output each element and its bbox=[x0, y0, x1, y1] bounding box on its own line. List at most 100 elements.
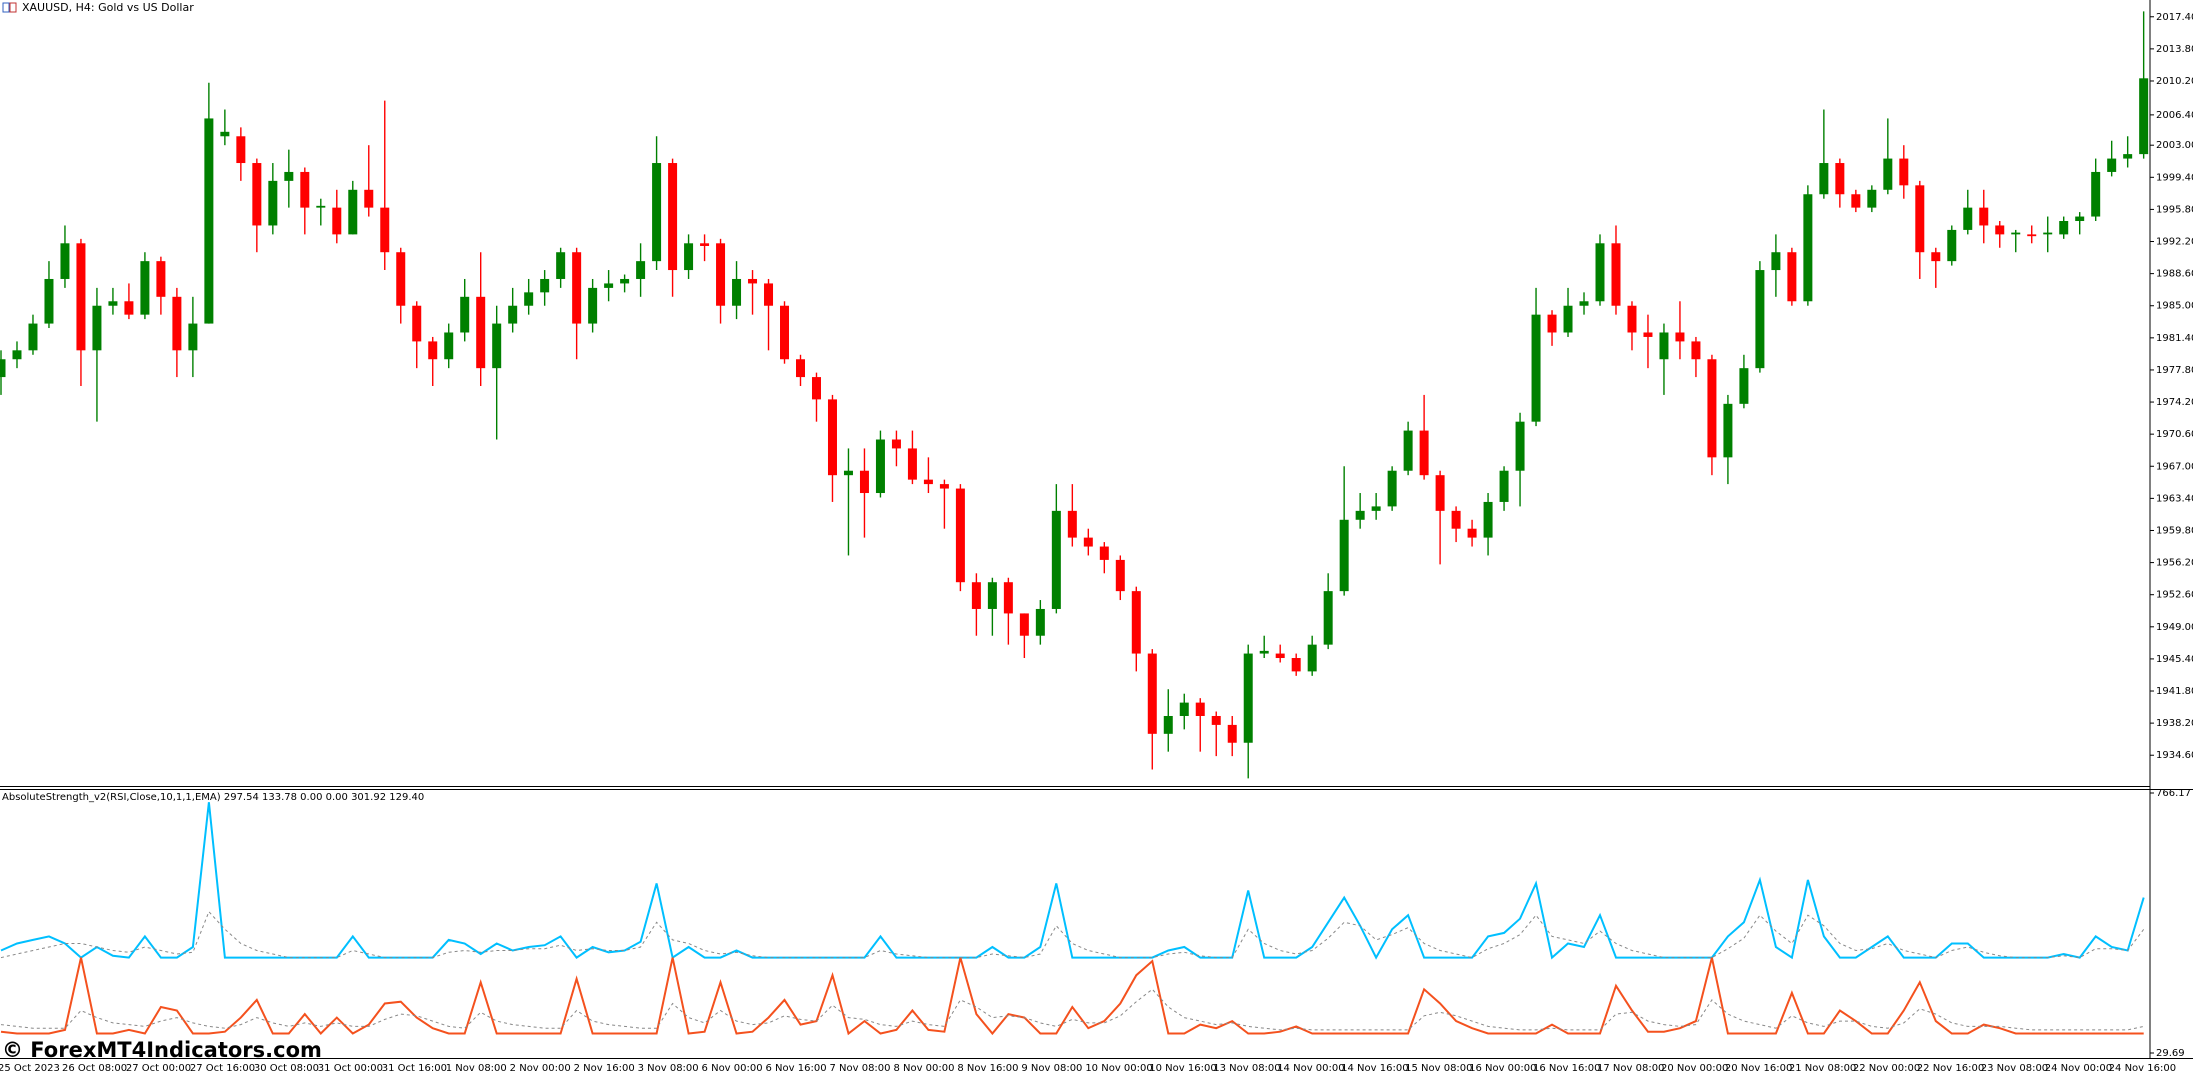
candle-body bbox=[652, 163, 662, 262]
x-tick-label: 16 Nov 00:00 bbox=[1469, 1063, 1536, 1074]
candle-body bbox=[1083, 537, 1093, 547]
candle-body bbox=[843, 470, 853, 476]
candle-body bbox=[1099, 546, 1109, 560]
candle-body bbox=[2043, 232, 2053, 235]
candle-body bbox=[1499, 470, 1509, 502]
candle-body bbox=[1531, 314, 1541, 422]
x-tick-label: 27 Oct 00:00 bbox=[126, 1063, 191, 1074]
candle-body bbox=[2075, 216, 2085, 222]
candle-body bbox=[1019, 613, 1029, 636]
x-tick-label: 16 Nov 16:00 bbox=[1533, 1063, 1600, 1074]
x-tick-label: 21 Nov 08:00 bbox=[1789, 1063, 1856, 1074]
candle-body bbox=[460, 296, 470, 333]
x-tick-label: 8 Nov 16:00 bbox=[957, 1063, 1018, 1074]
y-tick-label: 2010.20 bbox=[2156, 76, 2193, 87]
y-tick-label: 1977.80 bbox=[2156, 365, 2193, 376]
candle-body bbox=[140, 261, 150, 315]
candle-body bbox=[1579, 301, 1589, 306]
candle-body bbox=[1035, 608, 1045, 636]
candle-body bbox=[44, 278, 54, 324]
candle-body bbox=[476, 296, 486, 369]
candle-body bbox=[1771, 252, 1781, 271]
candle-body bbox=[156, 261, 166, 297]
candle-body bbox=[1419, 430, 1429, 476]
candle-body bbox=[412, 305, 422, 342]
x-tick-label: 23 Nov 08:00 bbox=[1981, 1063, 2048, 1074]
candle-body bbox=[1691, 341, 1701, 360]
signal-line bbox=[0, 988, 2144, 1031]
symbol-icon bbox=[2, 2, 17, 13]
x-tick-label: 22 Nov 16:00 bbox=[1917, 1063, 1984, 1074]
candle-body bbox=[316, 205, 326, 208]
candle-body bbox=[2059, 221, 2069, 235]
candle-body bbox=[732, 278, 742, 306]
candle-body bbox=[12, 350, 22, 360]
candle-body bbox=[508, 305, 518, 324]
y-tick-label: 1992.20 bbox=[2156, 237, 2193, 248]
candle-body bbox=[987, 582, 997, 609]
x-tick-label: 24 Nov 16:00 bbox=[2109, 1063, 2176, 1074]
candle-body bbox=[1275, 653, 1285, 659]
candle-body bbox=[380, 207, 390, 253]
x-tick-label: 22 Nov 00:00 bbox=[1853, 1063, 1920, 1074]
candle-body bbox=[764, 283, 774, 306]
candle-body bbox=[923, 479, 933, 485]
x-tick-label: 31 Oct 00:00 bbox=[318, 1063, 383, 1074]
candle-body bbox=[572, 252, 582, 324]
x-tick-label: 2 Nov 16:00 bbox=[574, 1063, 635, 1074]
y-tick-label: 2006.40 bbox=[2156, 110, 2193, 121]
y-tick-label: 1995.80 bbox=[2156, 204, 2193, 215]
y-tick-label: 766.17 bbox=[2156, 788, 2191, 799]
candle-body bbox=[875, 439, 885, 494]
candle-body bbox=[1611, 243, 1621, 306]
y-tick-label: 2013.80 bbox=[2156, 44, 2193, 55]
x-tick-label: 30 Oct 08:00 bbox=[254, 1063, 319, 1074]
candle-body bbox=[684, 243, 694, 271]
candle-body bbox=[1643, 332, 1653, 337]
x-tick-label: 27 Oct 16:00 bbox=[190, 1063, 255, 1074]
candle-body bbox=[348, 189, 358, 235]
candle-body bbox=[811, 377, 821, 400]
x-tick-label: 9 Nov 08:00 bbox=[1021, 1063, 1082, 1074]
candle-body bbox=[92, 305, 102, 351]
x-tick-label: 6 Nov 00:00 bbox=[702, 1063, 763, 1074]
y-tick-label: 1963.40 bbox=[2156, 493, 2193, 504]
candle-body bbox=[1947, 229, 1957, 262]
candle-body bbox=[188, 323, 198, 351]
candle-body bbox=[1067, 510, 1077, 538]
candle-body bbox=[1659, 332, 1669, 360]
candle-body bbox=[1355, 510, 1365, 520]
candle-body bbox=[236, 136, 246, 164]
x-tick-label: 6 Nov 16:00 bbox=[766, 1063, 827, 1074]
candle-body bbox=[2107, 158, 2117, 172]
y-tick-label: 1988.60 bbox=[2156, 269, 2193, 280]
candle-body bbox=[1483, 501, 1493, 538]
strength-line bbox=[0, 802, 2145, 960]
candle-body bbox=[891, 439, 901, 449]
candle-body bbox=[1259, 650, 1269, 654]
candle-body bbox=[364, 189, 374, 208]
candle-body bbox=[780, 305, 790, 360]
y-tick-label: 1934.60 bbox=[2156, 750, 2193, 761]
candle-body bbox=[1739, 368, 1749, 404]
candle-body bbox=[1931, 252, 1941, 262]
x-tick-label: 1 Nov 08:00 bbox=[446, 1063, 507, 1074]
x-tick-label: 13 Nov 08:00 bbox=[1213, 1063, 1280, 1074]
candle-body bbox=[220, 131, 230, 137]
candle-body bbox=[588, 287, 598, 324]
candle-body bbox=[2091, 171, 2101, 217]
candle-body bbox=[1371, 506, 1381, 511]
candle-body bbox=[1675, 332, 1685, 342]
y-tick-label: 29.69 bbox=[2156, 1048, 2185, 1059]
x-tick-label: 14 Nov 00:00 bbox=[1277, 1063, 1344, 1074]
candle-body bbox=[172, 296, 182, 351]
candle-body bbox=[1131, 591, 1141, 654]
x-tick-label: 10 Nov 00:00 bbox=[1085, 1063, 1152, 1074]
candle-body bbox=[332, 207, 342, 235]
candle-body bbox=[1547, 314, 1557, 333]
candle-body bbox=[604, 283, 614, 288]
y-tick-label: 1970.60 bbox=[2156, 429, 2193, 440]
candle-body bbox=[1627, 305, 1637, 333]
candle-body bbox=[124, 301, 134, 315]
